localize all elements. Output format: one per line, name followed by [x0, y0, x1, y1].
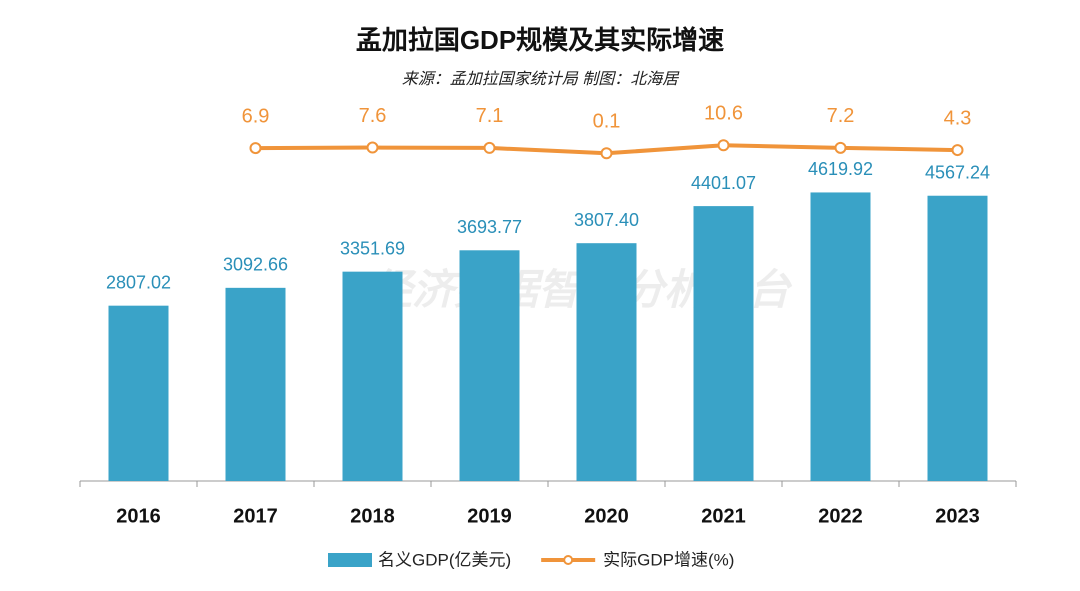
line-point	[834, 141, 847, 154]
x-tick-label: 2021	[701, 505, 746, 527]
line-point	[951, 144, 964, 157]
line-value-label: 0.1	[593, 111, 621, 133]
x-tick-label: 2022	[818, 505, 863, 527]
bar	[225, 287, 286, 481]
bar	[459, 250, 520, 481]
bar-value-label: 4567.24	[925, 162, 990, 182]
bar	[108, 305, 169, 481]
legend-label: 名义GDP(亿美元)	[378, 550, 511, 569]
bar	[810, 192, 871, 481]
x-tick-label: 2018	[350, 505, 395, 527]
bar	[342, 271, 403, 481]
chart-title: 孟加拉国GDP规模及其实际增速	[356, 25, 724, 55]
line-value-label: 10.6	[704, 103, 743, 125]
bar-value-label: 4401.07	[691, 173, 756, 193]
x-tick-label: 2016	[116, 505, 161, 527]
bar-value-label: 3807.40	[574, 210, 639, 230]
line-value-label: 4.3	[944, 107, 972, 129]
x-tick-label: 2017	[233, 505, 278, 527]
line-value-label: 6.9	[242, 105, 270, 127]
line-point	[717, 139, 730, 152]
bar-value-label: 2807.02	[106, 272, 171, 292]
bar-value-label: 4619.92	[808, 159, 873, 179]
bar-value-label: 3351.69	[340, 238, 405, 258]
line-value-label: 7.2	[827, 105, 855, 127]
line-point	[483, 141, 496, 154]
x-tick-label: 2023	[935, 505, 980, 527]
bar	[693, 206, 754, 481]
chart-subtitle: 来源：孟加拉国家统计局 制图：北海居	[402, 70, 680, 88]
x-tick-label: 2019	[467, 505, 512, 527]
line-value-label: 7.6	[359, 105, 387, 127]
line-value-label: 7.1	[476, 105, 504, 127]
legend-swatch	[328, 553, 372, 567]
legend-swatch-dot	[563, 555, 574, 565]
bar	[576, 243, 637, 481]
x-tick-label: 2020	[584, 505, 629, 527]
legend-label: 实际GDP增速(%)	[603, 550, 734, 569]
line-point	[366, 141, 379, 154]
bar-value-label: 3092.66	[223, 255, 288, 275]
line-point	[249, 142, 262, 155]
line-point	[600, 147, 613, 160]
bar-value-label: 3693.77	[457, 217, 522, 237]
bar	[927, 195, 988, 481]
